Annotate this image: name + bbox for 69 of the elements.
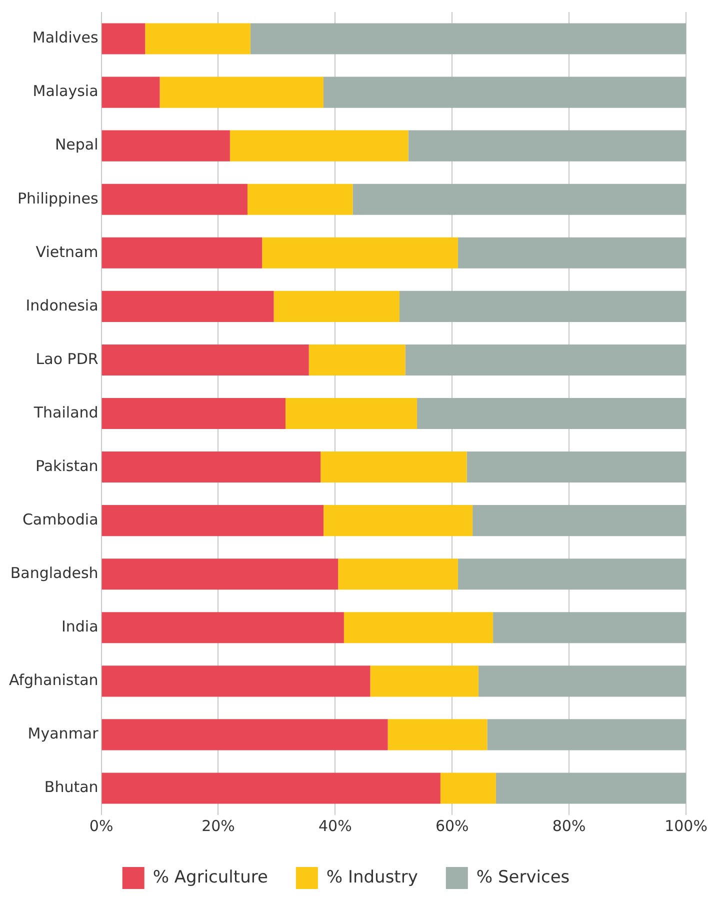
bar	[102, 130, 230, 162]
x-tick-label: 100%	[664, 816, 708, 835]
bar	[405, 344, 686, 376]
legend-label: % Industry	[326, 867, 418, 888]
bar	[440, 772, 496, 804]
bar	[102, 452, 321, 483]
bar	[102, 76, 160, 108]
bar	[102, 23, 146, 54]
y-tick-label: Indonesia	[26, 296, 98, 314]
bar	[344, 612, 494, 644]
x-tick-label: 20%	[202, 816, 235, 835]
bar	[274, 290, 400, 322]
bar	[230, 130, 408, 162]
bar	[338, 558, 458, 590]
bar	[496, 772, 686, 804]
bar	[262, 237, 458, 268]
y-tick-label: Cambodia	[22, 510, 98, 528]
bar	[250, 23, 686, 54]
y-tick-label: Vietnam	[36, 242, 98, 261]
y-tick-label: Thailand	[32, 403, 98, 422]
x-tick-label: 0%	[89, 816, 114, 835]
bar	[102, 184, 248, 215]
bar	[478, 666, 686, 697]
bar	[102, 612, 344, 644]
bar	[458, 558, 686, 590]
legend-label: % Services	[476, 867, 570, 888]
y-tick-label: Pakistan	[35, 456, 98, 475]
bar	[308, 344, 406, 376]
y-tick-label: Afghanistan	[9, 671, 98, 690]
bar	[102, 344, 309, 376]
legend-label: % Agriculture	[152, 867, 268, 888]
y-tick-label: Nepal	[54, 136, 98, 154]
x-tick-label: 60%	[435, 816, 469, 835]
bar	[102, 398, 286, 430]
bar	[102, 666, 370, 697]
bar	[466, 452, 686, 483]
bar	[323, 505, 473, 536]
bar	[102, 505, 324, 536]
bar	[102, 772, 440, 804]
bar	[458, 237, 686, 268]
bar	[399, 290, 686, 322]
y-tick-label: Myanmar	[28, 724, 100, 743]
x-tick-label: 40%	[318, 816, 352, 835]
bar	[320, 452, 467, 483]
bar	[247, 184, 353, 215]
bar	[370, 666, 478, 697]
x-tick-label: 80%	[552, 816, 586, 835]
y-tick-label: Malaysia	[32, 82, 98, 100]
bar	[493, 612, 686, 644]
y-tick-label: Maldives	[32, 28, 98, 47]
bar	[160, 76, 324, 108]
bar	[487, 719, 686, 750]
bar	[285, 398, 418, 430]
y-tick-label: Lao PDR	[36, 350, 98, 368]
y-tick-label: Bangladesh	[10, 564, 98, 582]
y-tick-label: India	[61, 618, 98, 636]
bar	[102, 558, 338, 590]
bar	[145, 23, 250, 54]
y-tick-label: Bhutan	[44, 778, 98, 796]
bar	[323, 76, 686, 108]
y-tick-label: Philippines	[17, 189, 98, 208]
bar	[102, 237, 262, 268]
bar	[417, 398, 686, 430]
bar	[408, 130, 686, 162]
bar	[388, 719, 488, 750]
bar	[472, 505, 686, 536]
bar	[102, 719, 388, 750]
bar	[102, 290, 274, 322]
bar	[352, 184, 686, 215]
